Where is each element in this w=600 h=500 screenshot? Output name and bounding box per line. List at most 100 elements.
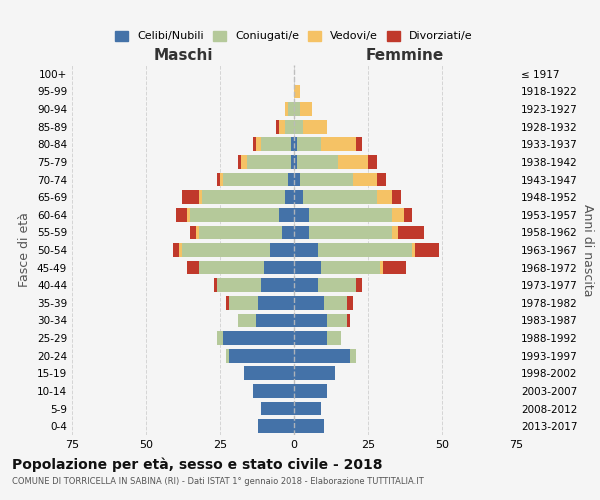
Bar <box>377 172 386 186</box>
Bar <box>392 208 404 222</box>
Bar <box>196 226 199 239</box>
Bar <box>187 260 199 274</box>
Bar <box>229 349 294 362</box>
Text: COMUNE DI TORRICELLA IN SABINA (RI) - Dati ISTAT 1° gennaio 2018 - Elaborazione : COMUNE DI TORRICELLA IN SABINA (RI) - Da… <box>12 478 424 486</box>
Bar <box>294 402 320 415</box>
Bar <box>285 102 288 116</box>
Bar <box>294 172 300 186</box>
Bar <box>291 155 294 169</box>
Bar <box>317 243 412 257</box>
Bar <box>347 314 350 328</box>
Bar <box>187 208 190 222</box>
Bar <box>326 314 347 328</box>
Bar <box>202 190 285 204</box>
Bar <box>173 243 179 257</box>
Bar <box>214 278 217 292</box>
Bar <box>291 138 294 151</box>
Bar <box>368 155 377 169</box>
Bar <box>279 120 285 134</box>
Bar <box>285 190 294 204</box>
Bar <box>229 296 259 310</box>
Bar <box>380 260 383 274</box>
Bar <box>182 243 271 257</box>
Text: Femmine: Femmine <box>366 48 444 63</box>
Bar <box>294 155 297 169</box>
Bar <box>276 120 279 134</box>
Bar <box>294 102 300 116</box>
Bar <box>182 190 199 204</box>
Bar <box>217 331 223 345</box>
Bar <box>223 331 294 345</box>
Bar <box>294 366 335 380</box>
Bar <box>294 296 323 310</box>
Bar <box>297 155 338 169</box>
Bar <box>259 420 294 433</box>
Bar <box>303 120 326 134</box>
Bar <box>253 384 294 398</box>
Bar <box>404 208 412 222</box>
Bar <box>217 278 262 292</box>
Bar <box>294 278 317 292</box>
Bar <box>247 155 291 169</box>
Bar <box>326 331 341 345</box>
Bar <box>285 120 294 134</box>
Bar <box>244 366 294 380</box>
Bar <box>392 190 401 204</box>
Bar <box>256 138 262 151</box>
Bar <box>294 120 303 134</box>
Bar <box>356 278 362 292</box>
Bar <box>383 260 406 274</box>
Bar <box>320 138 356 151</box>
Bar <box>398 226 424 239</box>
Text: Maschi: Maschi <box>153 48 213 63</box>
Bar <box>309 226 392 239</box>
Bar <box>217 172 220 186</box>
Bar <box>300 172 353 186</box>
Bar <box>300 102 312 116</box>
Bar <box>294 226 309 239</box>
Bar <box>241 155 247 169</box>
Bar <box>294 84 300 98</box>
Bar <box>279 208 294 222</box>
Bar <box>262 402 294 415</box>
Bar <box>294 260 320 274</box>
Legend: Celibi/Nubili, Coniugati/e, Vedovi/e, Divorziati/e: Celibi/Nubili, Coniugati/e, Vedovi/e, Di… <box>111 26 477 46</box>
Bar <box>294 331 326 345</box>
Bar <box>323 296 347 310</box>
Bar <box>309 208 392 222</box>
Bar <box>392 226 398 239</box>
Y-axis label: Fasce di età: Fasce di età <box>19 212 31 288</box>
Bar <box>238 314 256 328</box>
Bar <box>179 243 182 257</box>
Bar <box>282 226 294 239</box>
Text: Popolazione per età, sesso e stato civile - 2018: Popolazione per età, sesso e stato civil… <box>12 458 383 472</box>
Bar <box>294 384 326 398</box>
Bar <box>226 296 229 310</box>
Bar <box>238 155 241 169</box>
Bar <box>338 155 368 169</box>
Bar <box>303 190 377 204</box>
Bar <box>265 260 294 274</box>
Bar <box>288 172 294 186</box>
Bar <box>320 260 380 274</box>
Bar <box>199 260 265 274</box>
Bar <box>294 349 350 362</box>
Bar <box>347 296 353 310</box>
Bar <box>199 190 202 204</box>
Bar <box>353 172 377 186</box>
Bar <box>190 226 196 239</box>
Bar <box>262 138 291 151</box>
Bar <box>412 243 415 257</box>
Bar <box>220 172 223 186</box>
Bar <box>288 102 294 116</box>
Bar <box>294 138 297 151</box>
Bar <box>199 226 282 239</box>
Bar <box>223 172 288 186</box>
Bar <box>262 278 294 292</box>
Bar <box>294 190 303 204</box>
Bar <box>294 420 323 433</box>
Bar <box>271 243 294 257</box>
Bar <box>253 138 256 151</box>
Bar <box>297 138 320 151</box>
Bar <box>259 296 294 310</box>
